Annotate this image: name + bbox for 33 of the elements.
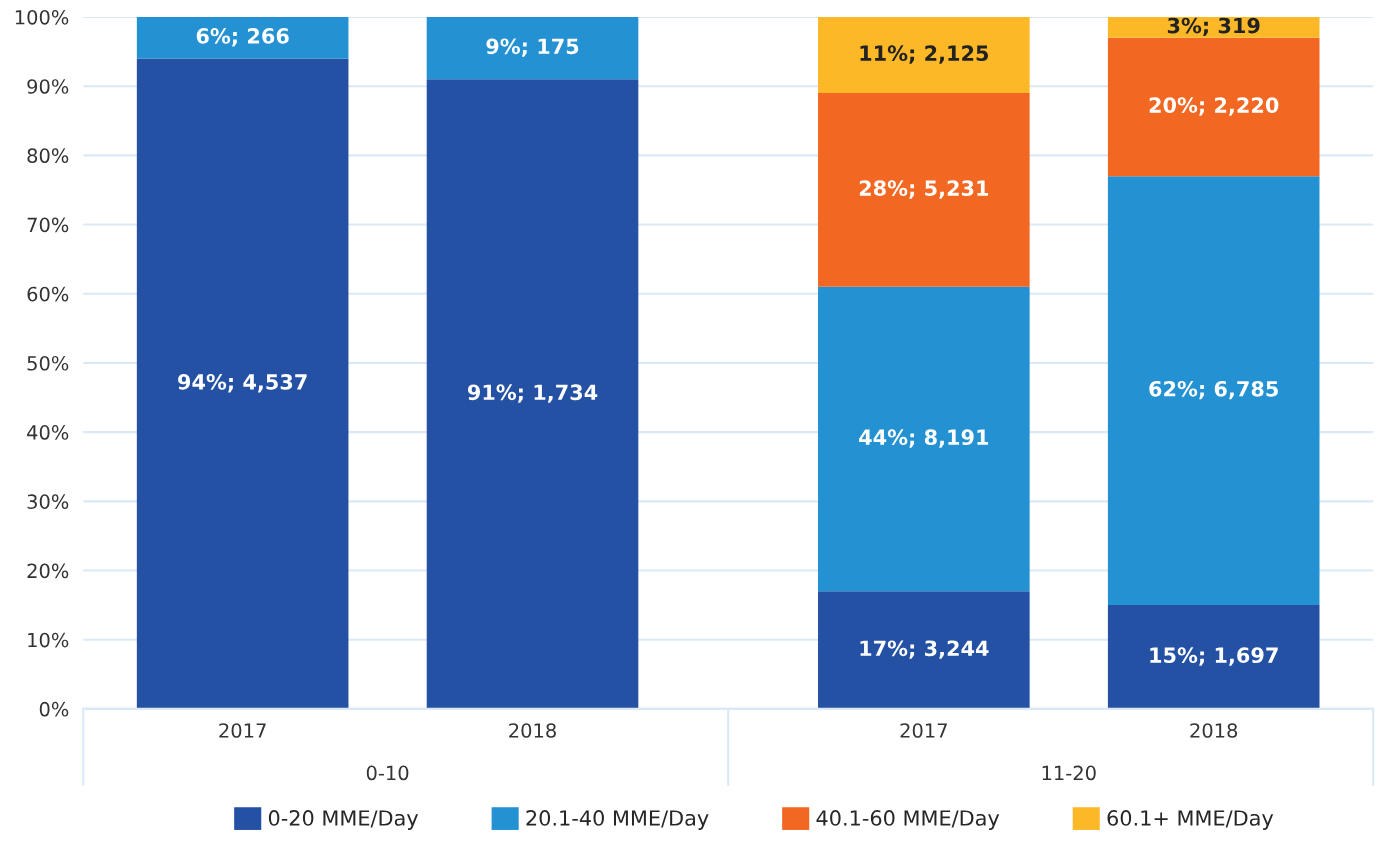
x-tick-label: 2017 [219, 723, 266, 738]
y-tick-label: 70% [27, 217, 69, 233]
y-tick-label: 90% [27, 79, 69, 94]
y-tick-label: 80% [27, 148, 69, 164]
data-label: 11%; 2,125 [860, 45, 989, 64]
data-label: 62%; 6,785 [1149, 380, 1278, 400]
data-label: 91%; 1,734 [467, 384, 598, 403]
data-label: 3%; 319 [1167, 17, 1260, 37]
x-tick-label: 2018 [509, 723, 556, 738]
legend-label: 0-20 MME/Day [268, 810, 419, 830]
text: 0-10 [366, 765, 409, 781]
data-label: 9%; 175 [486, 38, 579, 57]
legend-label: 40.1-60 MME/Day [816, 810, 1000, 830]
y-tick-label: 10% [28, 632, 69, 648]
y-tick-label: 0% [39, 701, 69, 717]
x-tick-label: 2017 [900, 723, 947, 738]
y-tick-label: 30% [27, 494, 69, 509]
y-tick-label: 40% [27, 425, 69, 440]
y-tick-label: 20% [27, 563, 69, 579]
legend-label: 60.1+ MME/Day [1107, 810, 1274, 830]
data-label: 28%; 5,231 [859, 180, 989, 199]
text: 11-20 [1042, 765, 1096, 781]
data-label: 94%; 4,537 [178, 373, 307, 393]
y-tick-label: 100% [15, 9, 69, 25]
x-tick-label: 2018 [1190, 723, 1238, 738]
data-label: 15%; 1,697 [1150, 647, 1278, 666]
data-label: 6%; 266 [196, 28, 289, 47]
data-label: 17%; 3,244 [860, 640, 989, 659]
data-label: 44%; 8,191 [859, 429, 989, 448]
y-tick-label: 60% [27, 286, 69, 302]
y-tick-label: 50% [27, 355, 69, 371]
data-label: 20%; 2,220 [1149, 97, 1279, 116]
legend-label: 20.1-40 MME/Day [526, 810, 709, 830]
